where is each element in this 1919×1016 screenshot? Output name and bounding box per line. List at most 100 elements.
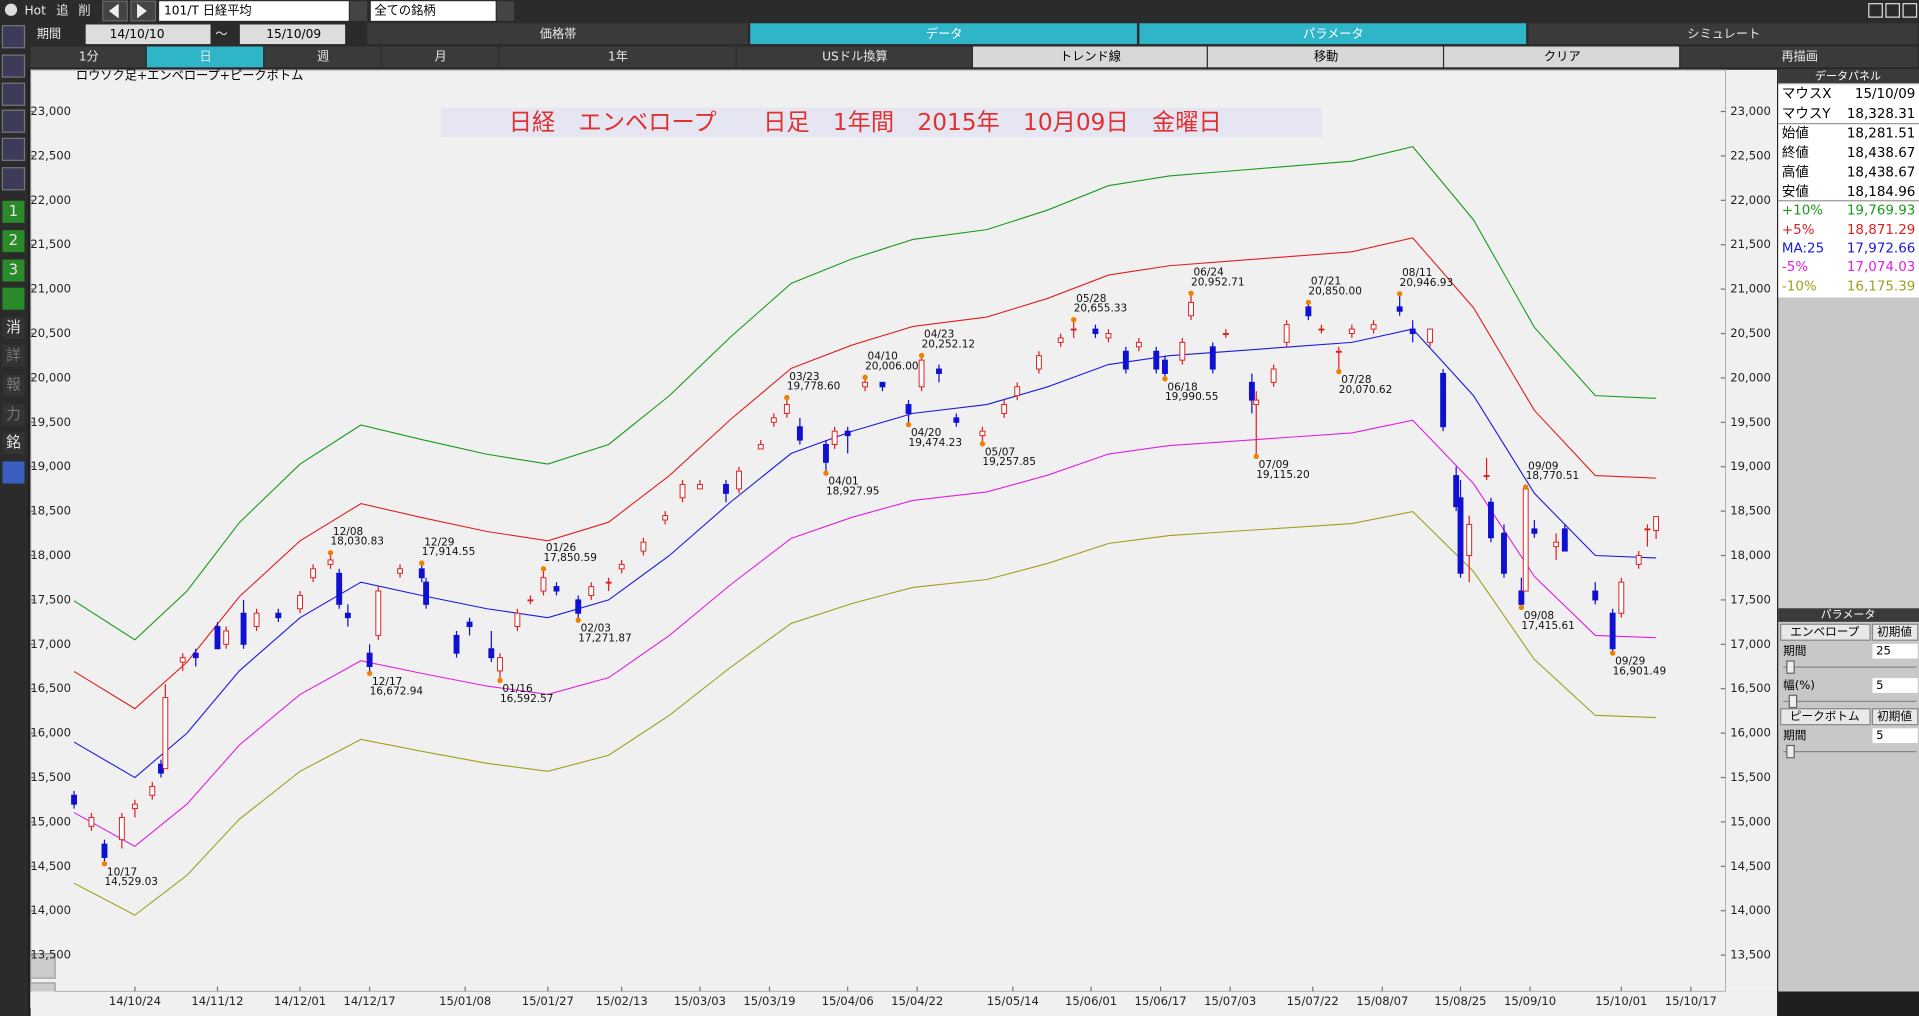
- window-button[interactable]: [1885, 3, 1901, 18]
- panel-row-label: -10%: [1782, 279, 1817, 294]
- candle-body: [1014, 386, 1021, 397]
- side-icon[interactable]: [2, 230, 25, 253]
- tab[interactable]: [1528, 23, 1918, 45]
- tool-icon[interactable]: [1, 109, 26, 133]
- window-button[interactable]: [1868, 3, 1883, 18]
- candle-body: [488, 648, 495, 659]
- peak-marker: [979, 441, 986, 447]
- tool-icon[interactable]: [1, 54, 26, 78]
- candle-body: [1653, 516, 1660, 532]
- tool-button[interactable]: [264, 46, 381, 68]
- panel-row-value: 18,184.96: [1847, 185, 1915, 200]
- candle-body: [979, 430, 986, 437]
- tool-button[interactable]: [1207, 46, 1443, 68]
- tab[interactable]: [750, 23, 1137, 45]
- param-label: 期間: [1783, 644, 1806, 658]
- tool-icon[interactable]: [1, 137, 26, 161]
- tool-button[interactable]: [1680, 46, 1918, 68]
- side-icon[interactable]: [2, 374, 25, 397]
- tool-icon[interactable]: [1, 167, 26, 191]
- tool-button-label: 1年: [608, 49, 628, 63]
- reset-button[interactable]: [1871, 708, 1919, 726]
- tool-button[interactable]: [1444, 46, 1680, 68]
- slider-thumb[interactable]: [1786, 660, 1795, 674]
- delete-button[interactable]: 削: [78, 4, 90, 18]
- tool-icon[interactable]: [1, 25, 26, 49]
- to-box[interactable]: [239, 24, 346, 45]
- tool-button-label: クリア: [1544, 49, 1581, 63]
- tool-button[interactable]: [499, 46, 736, 68]
- add-button[interactable]: 追: [56, 3, 68, 18]
- candle-body: [1070, 328, 1077, 331]
- y-tick-label-right: 16,000: [1730, 726, 1771, 740]
- peak-marker: [784, 394, 790, 401]
- peak-value-label: 17,850.59: [543, 552, 597, 564]
- side-icon[interactable]: [2, 345, 25, 368]
- peak-date-label: 04/23: [924, 329, 954, 341]
- tool-button[interactable]: [30, 46, 146, 68]
- title-band: [440, 107, 1322, 138]
- settings-icon[interactable]: [2, 461, 25, 484]
- code-box[interactable]: [159, 1, 349, 21]
- panel-row-label: マウスY: [1782, 106, 1831, 122]
- tool-button[interactable]: [381, 46, 499, 68]
- tab[interactable]: [1139, 23, 1527, 45]
- side-icon[interactable]: [2, 317, 25, 340]
- filter-box[interactable]: [370, 1, 496, 21]
- reset-button[interactable]: [1871, 623, 1919, 641]
- y-tick-label-right: 21,500: [1730, 237, 1771, 251]
- filter-dropdown[interactable]: [496, 1, 515, 21]
- tool-button[interactable]: [736, 46, 972, 68]
- slider-thumb[interactable]: [1786, 744, 1795, 759]
- peak-marker: [419, 560, 425, 566]
- candle-body: [1531, 528, 1538, 534]
- side-icon[interactable]: [2, 259, 25, 282]
- y-tick-label: 20,000: [30, 370, 71, 384]
- peak-date-label: 04/01: [828, 476, 858, 488]
- peak-marker: [1523, 484, 1529, 490]
- candle-body: [1105, 333, 1112, 339]
- y-tick-label-right: 23,000: [1730, 104, 1771, 118]
- code-text: 101/T 日経平均: [164, 4, 252, 18]
- star-icon[interactable]: [2, 287, 25, 310]
- grey-icon[interactable]: [29, 952, 56, 979]
- y-tick-label: 14,500: [30, 859, 71, 873]
- tool-button[interactable]: [972, 46, 1207, 68]
- hot-button[interactable]: Hot: [24, 4, 46, 18]
- to-date: 15/10/09: [266, 27, 321, 41]
- reset-label: 初期値: [1877, 625, 1912, 639]
- peak-marker: [1396, 291, 1403, 297]
- candle-body: [1592, 590, 1599, 601]
- param-value-box[interactable]: [1872, 728, 1918, 744]
- section-header: [1780, 708, 1871, 726]
- tab[interactable]: [367, 23, 748, 45]
- side-icon[interactable]: [2, 200, 25, 223]
- param-bg: [1778, 608, 1919, 992]
- candle-body: [1348, 328, 1355, 334]
- candle-body: [679, 483, 686, 499]
- y-tick-label: 22,000: [30, 193, 71, 207]
- window-button[interactable]: [1902, 3, 1918, 18]
- side-icon[interactable]: [2, 432, 25, 455]
- peak-date-label: 07/09: [1259, 459, 1289, 471]
- x-tick-label: 15/05/14: [987, 994, 1039, 1008]
- tool-icon[interactable]: [1, 82, 26, 106]
- side-icon[interactable]: [2, 403, 25, 426]
- envelope-line: [73, 328, 1657, 779]
- param-value-box[interactable]: [1872, 643, 1918, 659]
- candle-body: [71, 794, 77, 805]
- candle-body: [418, 568, 425, 579]
- candle-body: [214, 626, 221, 650]
- section-title: エンベロープ: [1790, 625, 1859, 639]
- tool-button[interactable]: [146, 46, 264, 68]
- hot-icon[interactable]: [4, 3, 18, 16]
- candle-body: [540, 577, 547, 592]
- slider-thumb[interactable]: [1788, 694, 1798, 709]
- panel-row-label: 終値: [1782, 145, 1809, 161]
- from-box[interactable]: [85, 24, 211, 45]
- code-dropdown[interactable]: [350, 1, 368, 21]
- candle-body: [88, 816, 95, 827]
- param-value-box[interactable]: [1872, 678, 1918, 693]
- candle-body: [736, 470, 742, 490]
